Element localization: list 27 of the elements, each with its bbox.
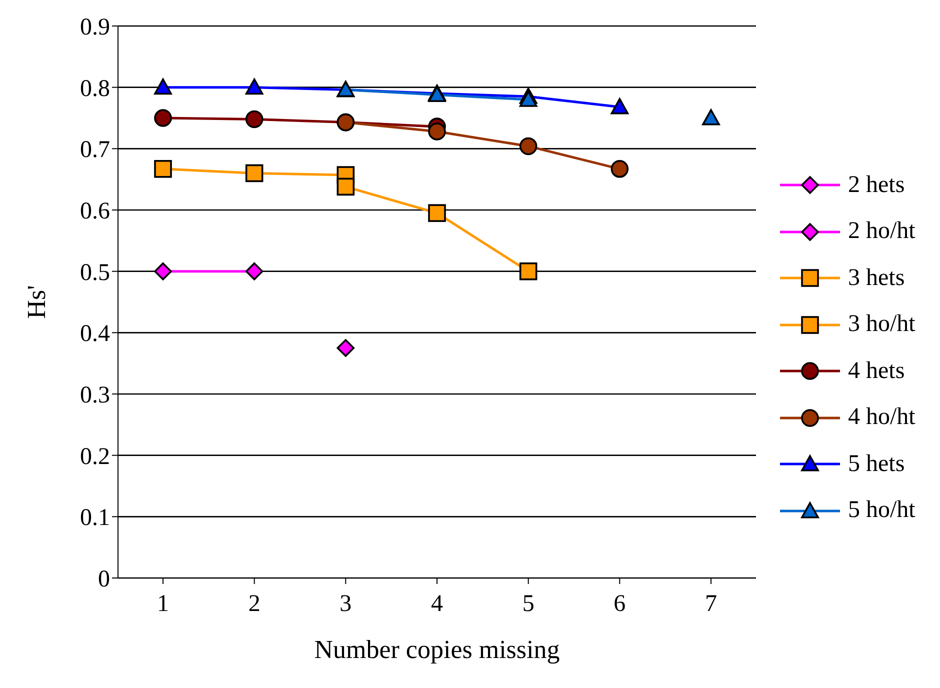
legend-label: 4 ho/ht bbox=[848, 404, 916, 432]
x-tick-label: 4 bbox=[431, 591, 443, 618]
x-tick-label: 6 bbox=[614, 591, 626, 618]
y-tick-label: 0.5 bbox=[80, 260, 110, 286]
y-tick-label: 0.9 bbox=[80, 14, 110, 41]
x-tick-label: 3 bbox=[340, 591, 352, 618]
x-tick-label: 1 bbox=[157, 591, 169, 618]
legend-label: 3 hets bbox=[848, 264, 905, 292]
x-tick-label: 5 bbox=[522, 591, 534, 618]
y-tick-label: 0.1 bbox=[80, 505, 110, 532]
y-tick-label: 0.4 bbox=[80, 321, 110, 348]
y-tick-label: 0 bbox=[98, 566, 110, 593]
y-tick-label: 0.6 bbox=[80, 198, 110, 225]
y-tick-label: 0.7 bbox=[80, 137, 110, 164]
y-tick-label: 0.8 bbox=[80, 76, 110, 102]
x-tick-label: 7 bbox=[705, 591, 717, 618]
legend-label: 3 ho/ht bbox=[848, 311, 916, 338]
legend-label: 4 hets bbox=[848, 358, 905, 385]
x-axis-title: Number copies missing bbox=[314, 635, 560, 664]
y-axis-title: Hs' bbox=[22, 285, 52, 319]
y-tick-label: 0.2 bbox=[80, 444, 110, 470]
y-tick-label: 0.3 bbox=[80, 382, 110, 409]
x-tick-label: 2 bbox=[248, 591, 260, 618]
legend-label: 2 ho/ht bbox=[848, 218, 916, 246]
legend-label: 5 ho/ht bbox=[848, 497, 916, 524]
legend-label: 5 hets bbox=[848, 450, 905, 478]
legend-label: 2 hets bbox=[848, 172, 905, 199]
